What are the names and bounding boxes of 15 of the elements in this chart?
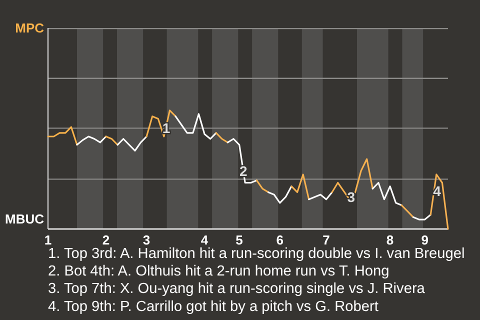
text: 4. Top 9th: P. Carrillo got hit by a pitch vs G. Robert — [48, 298, 378, 315]
text: 3. Top 7th: X. Ou-yang hit a run-scoring single vs J. Rivera — [48, 281, 426, 298]
text: MPC — [15, 20, 45, 36]
x-tick-label: 5 — [236, 232, 243, 248]
text: 2. Bot 4th: A. Olthuis hit a 2-run home run vs T. Hong — [48, 264, 390, 280]
x-tick-label: 4 — [200, 232, 209, 248]
x-tick-label: 3 — [142, 232, 150, 248]
x-tick-label: 8 — [386, 232, 394, 248]
text: 1. Top 3rd: A. Hamilton hit a run-scoring double vs I. van Breugel — [48, 246, 465, 262]
x-tick-label: 7 — [322, 232, 330, 248]
x-tick-label: 6 — [276, 232, 284, 248]
x-tick-label: 9 — [421, 232, 428, 248]
text: MBUC — [5, 212, 45, 226]
x-tick-label: 2 — [102, 232, 110, 248]
x-tick-label: 1 — [44, 232, 52, 248]
